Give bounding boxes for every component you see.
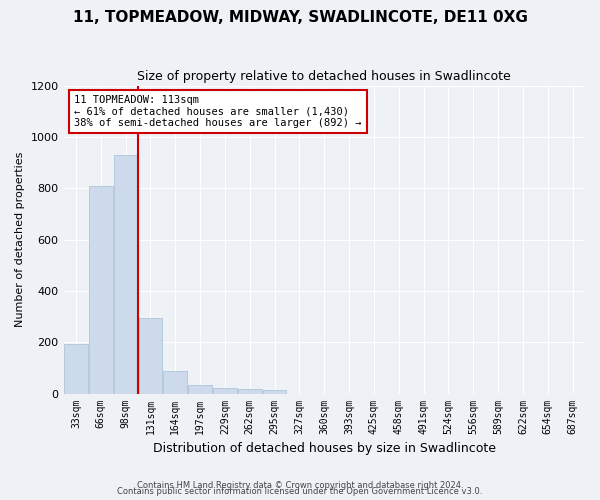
Bar [263,390,286,394]
Text: Contains public sector information licensed under the Open Government Licence v3: Contains public sector information licen… [118,487,482,496]
Title: Size of property relative to detached houses in Swadlincote: Size of property relative to detached ho… [137,70,511,83]
Bar [64,344,88,394]
Text: 11, TOPMEADOW, MIDWAY, SWADLINCOTE, DE11 0XG: 11, TOPMEADOW, MIDWAY, SWADLINCOTE, DE11… [73,10,527,25]
Text: Contains HM Land Registry data © Crown copyright and database right 2024.: Contains HM Land Registry data © Crown c… [137,481,463,490]
Bar [139,318,162,394]
Bar [238,389,262,394]
Bar [114,155,137,394]
Bar [188,384,212,394]
Bar [213,388,237,394]
X-axis label: Distribution of detached houses by size in Swadlincote: Distribution of detached houses by size … [153,442,496,455]
Y-axis label: Number of detached properties: Number of detached properties [15,152,25,327]
Text: 11 TOPMEADOW: 113sqm
← 61% of detached houses are smaller (1,430)
38% of semi-de: 11 TOPMEADOW: 113sqm ← 61% of detached h… [74,95,361,128]
Bar [89,186,113,394]
Bar [163,371,187,394]
